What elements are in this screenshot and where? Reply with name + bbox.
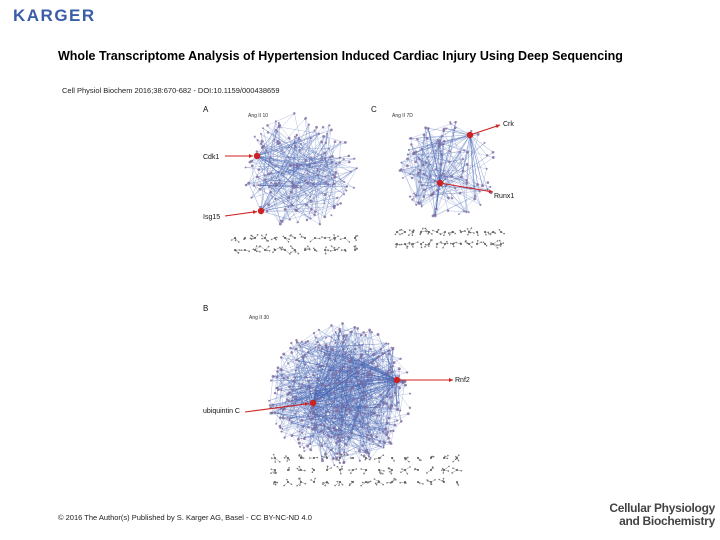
panel-b-label: B [203,304,209,313]
small-components [230,233,359,255]
small-components [394,227,505,249]
network-edges [268,323,411,466]
ubiquintin-c-arrowhead [304,402,310,407]
journal-logo: Cellular Physiology and Biochemistry [590,502,715,528]
crk-arrowhead [495,124,500,129]
journal-logo-line1: Cellular Physiology [609,501,715,515]
panel-b-condition: Ang II 30 [249,315,270,321]
panel-c-label: C [371,105,377,114]
panel-c-network [394,120,505,249]
gene-label-crk: Crk [503,121,514,128]
cdk1-arrowhead [249,154,253,158]
gene-label-cdk1: Cdk1 [203,154,220,161]
small-components [270,453,463,487]
copyright-notice: © 2016 The Author(s) Published by S. Kar… [58,513,312,522]
journal-logo-line2: and Biochemistry [619,514,715,528]
panel-a-network [225,112,359,255]
cdk1-hub [253,152,261,160]
network-edges [245,113,357,225]
gene-label-isg15: Isg15 [203,214,221,221]
network-nodes [244,112,358,226]
isg15-hub [257,207,265,215]
karger-logo: KARGER [13,6,96,25]
ubiquintin-c-arrow [245,402,310,413]
isg15-arrowhead [252,210,258,215]
panel-c-condition: Ang II 7D [392,113,413,119]
slide-title: Whole Transcriptome Analysis of Hyperten… [58,49,623,63]
citation: Cell Physiol Biochem 2016;38:670-682 - D… [62,86,280,95]
network-nodes [398,120,495,218]
panel-b-network [245,322,463,487]
network-nodes [268,322,412,467]
panel-a-condition: Ang II 10 [248,113,269,119]
runx1-arrowhead [488,189,493,194]
runx1-arrow [439,182,494,193]
crk-arrow [469,124,501,136]
gene-label-runx1: Runx1 [494,193,515,200]
gene-label-rnf2: Rnf2 [455,377,470,384]
isg15-arrow [225,211,258,217]
rnf2-arrowhead [449,378,453,382]
network-edges [399,121,494,217]
ubiquintin-c-hub [309,399,317,407]
gene-label-ubiquintin-c: ubiquintin C [203,408,240,415]
panel-a-label: A [203,105,209,114]
